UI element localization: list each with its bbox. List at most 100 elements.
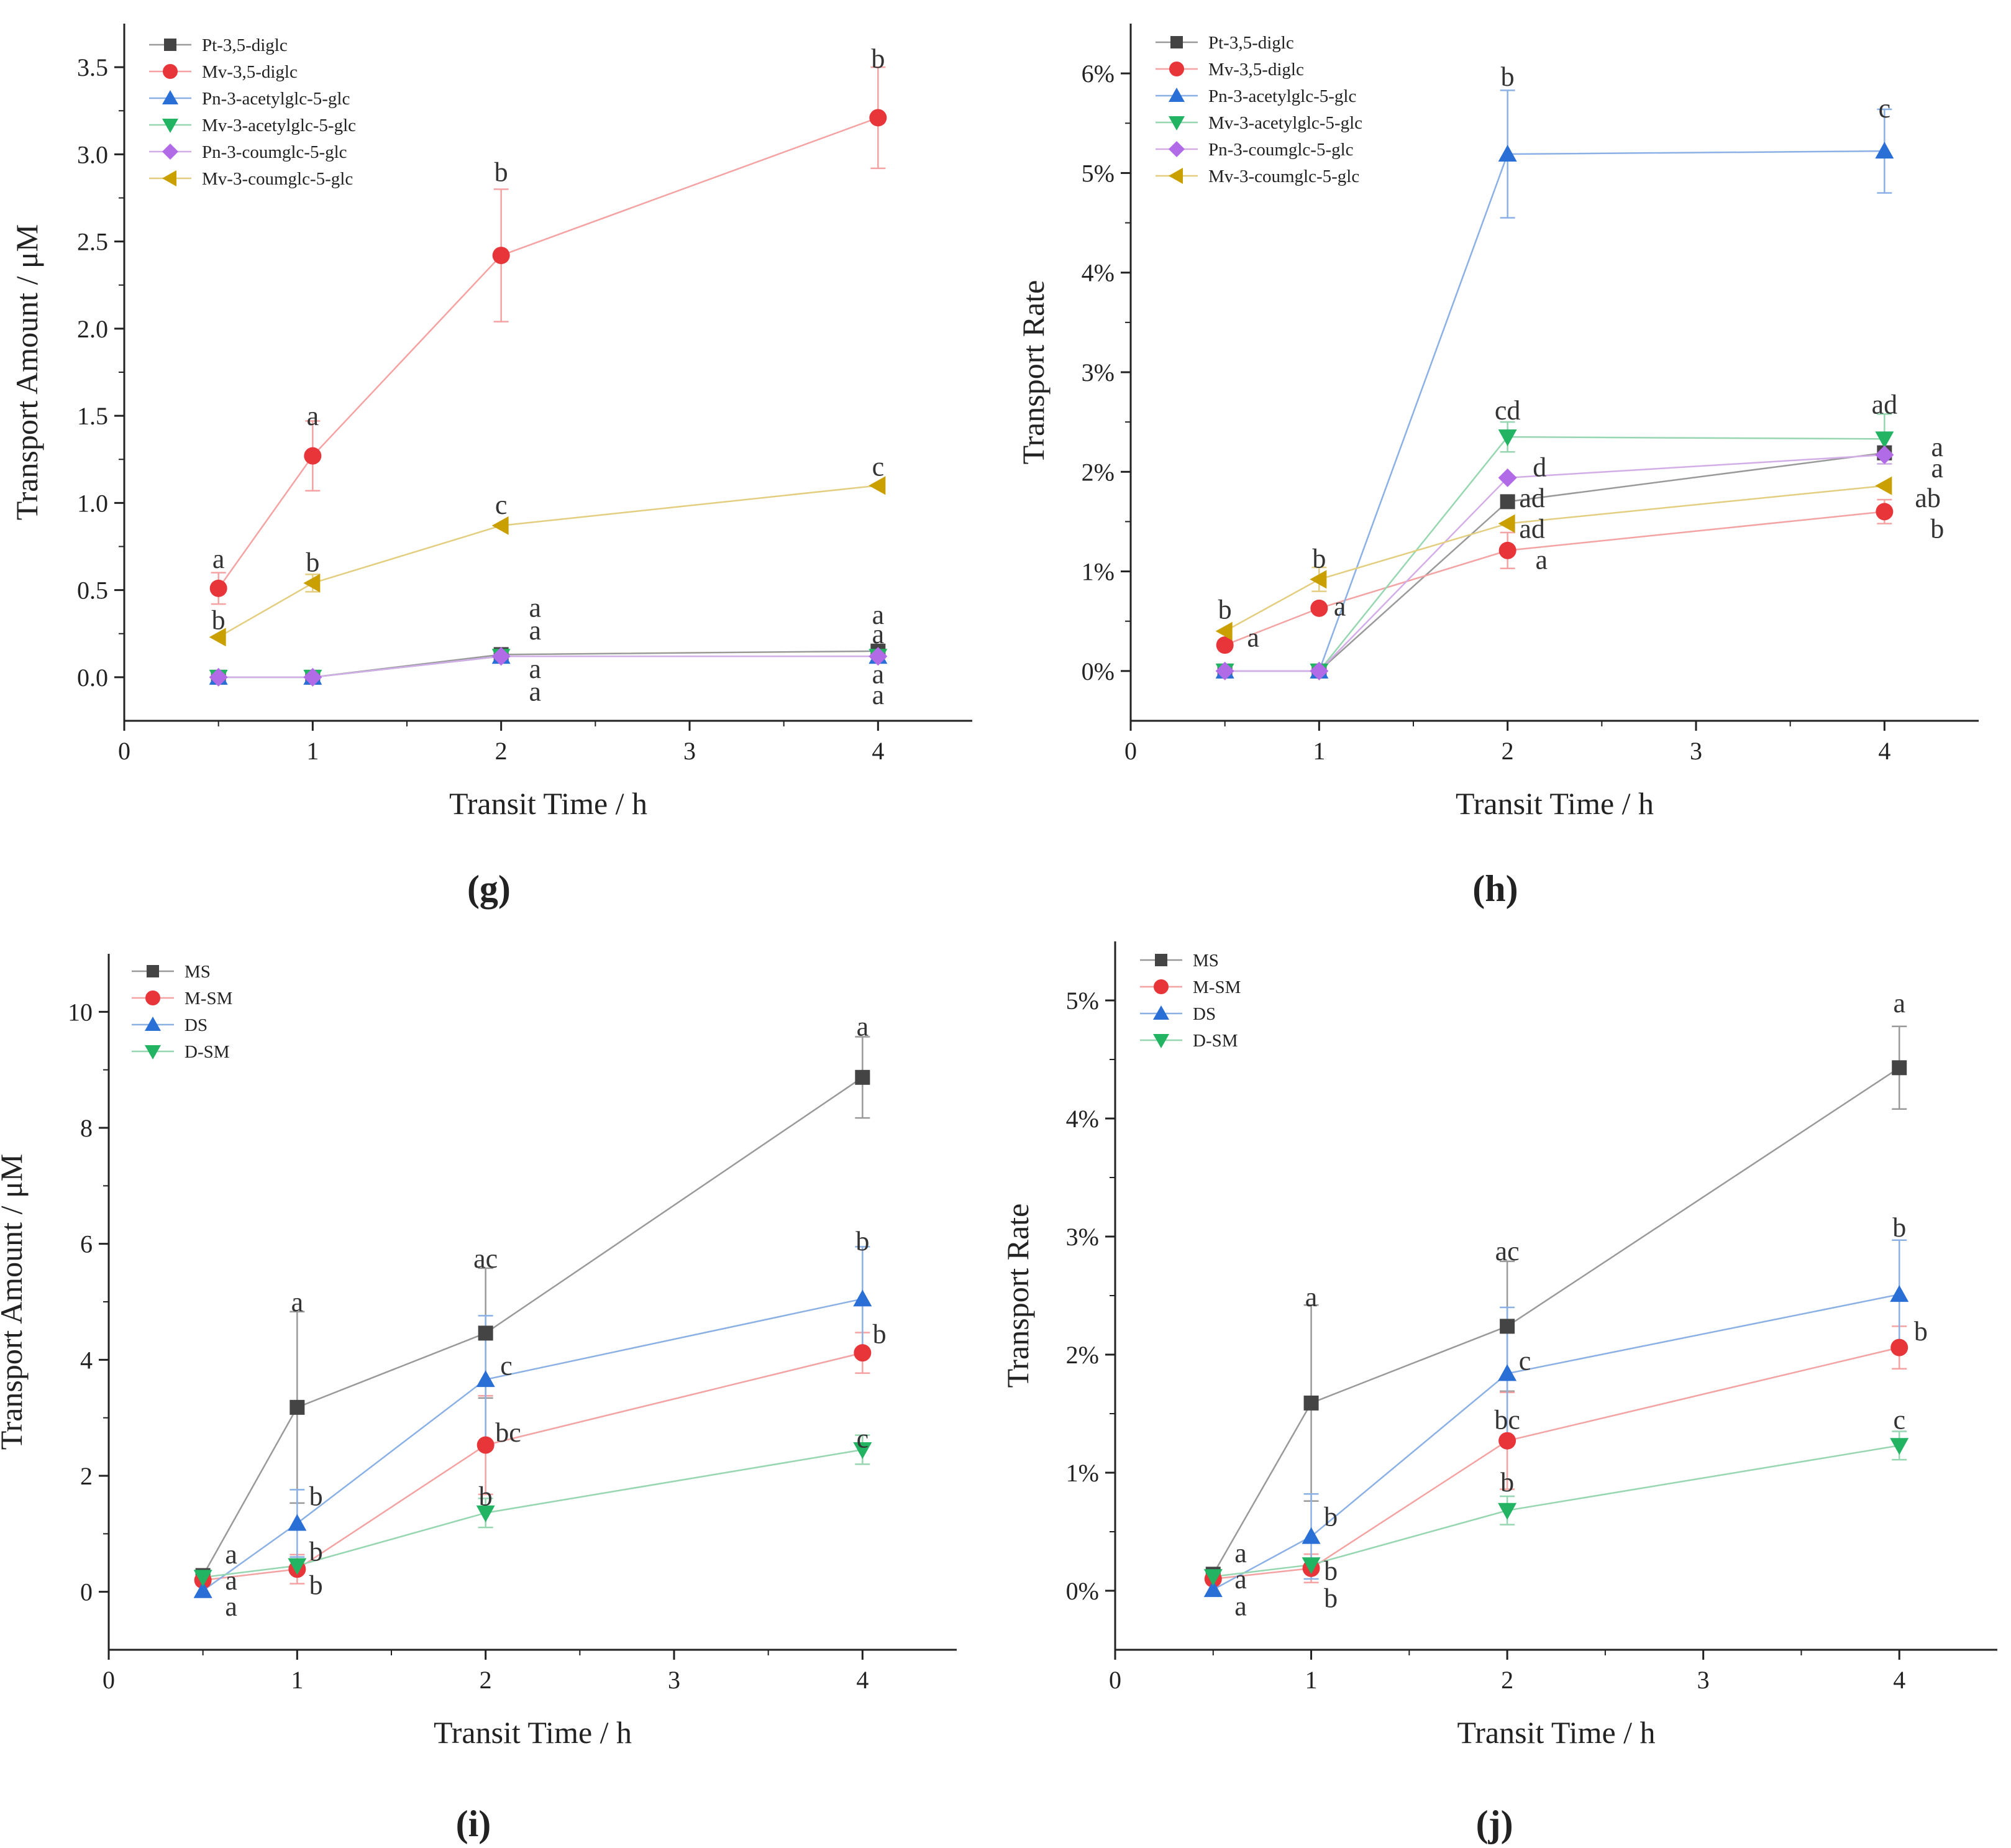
- significance-label: b: [479, 1481, 493, 1512]
- data-point: [1890, 1338, 1908, 1356]
- legend-marker: [163, 64, 178, 79]
- data-point: [869, 109, 887, 127]
- significance-label: a: [872, 680, 885, 710]
- legend-item: Mv-3,5-diglc: [1156, 60, 1304, 80]
- legend: MS M-SM DS D-SM: [1140, 951, 1241, 1051]
- data-point: [476, 1370, 495, 1388]
- legend-label: Mv-3-acetylglc-5-glc: [1208, 113, 1362, 133]
- x-tick-label: 3: [683, 737, 696, 765]
- legend: Pt-3,5-diglc Mv-3,5-diglc Pn-3-acetylglc-5…: [1156, 33, 1362, 186]
- legend: MS M-SM DS D-SM: [132, 962, 232, 1062]
- data-point: [1890, 1285, 1909, 1302]
- legend-label: MS: [185, 962, 211, 982]
- x-tick-label: 1: [1305, 1666, 1318, 1694]
- significance-label: a: [307, 401, 319, 431]
- x-axis-title: Transit Time / h: [449, 786, 647, 821]
- data-point: [1302, 1527, 1321, 1544]
- legend-item: Mv-3-acetylglc-5-glc: [1156, 113, 1362, 133]
- y-tick-label: 2%: [1082, 458, 1115, 486]
- series-line-0: [1212, 1067, 1900, 1575]
- significance-label: cd: [1495, 395, 1521, 426]
- legend-marker: [1170, 36, 1183, 48]
- x-tick-label: 4: [1893, 1666, 1905, 1694]
- data-point: [855, 1069, 870, 1085]
- legend-label: Mv-3,5-diglc: [202, 62, 298, 82]
- legend-item: Pt-3,5-diglc: [1156, 33, 1294, 53]
- legend-marker: [1169, 168, 1183, 184]
- legend-label: D-SM: [1193, 1031, 1238, 1051]
- legend-label: DS: [1193, 1004, 1216, 1024]
- significance-label: b: [309, 1536, 323, 1567]
- chart-panel-3: 0 1 2 3 4 0% 1% 2% 3% 4% 5% Transit Time / h Transpo…: [1000, 941, 1997, 1844]
- significance-label: a: [212, 544, 225, 574]
- significance-label: b: [1324, 1501, 1338, 1532]
- data-point: [853, 1289, 872, 1307]
- legend-item: Mv-3-coumglc-5-glc: [1156, 167, 1359, 186]
- significance-label: b: [1218, 594, 1232, 624]
- significance-label: c: [500, 1351, 513, 1381]
- chart-panel-1: 0 1 2 3 4 0% 1% 2% 3% 4% 5% 6% Transit Time / h Trans…: [1016, 24, 1979, 909]
- legend-item: M-SM: [1140, 977, 1241, 997]
- legend-item: M-SM: [132, 989, 232, 1009]
- legend-label: Pn-3-acetylglc-5-glc: [1208, 86, 1356, 106]
- data-point: [478, 1325, 493, 1341]
- y-tick-label: 6%: [1082, 60, 1115, 88]
- x-tick-label: 2: [1502, 737, 1514, 765]
- data-point: [193, 1581, 212, 1598]
- y-tick-label: 3%: [1082, 359, 1115, 387]
- significance-label: c: [1893, 1405, 1905, 1435]
- legend-item: Mv-3-coumglc-5-glc: [149, 169, 353, 189]
- data-point: [1215, 661, 1234, 680]
- data-point: [854, 1344, 872, 1362]
- data-point: [1302, 1557, 1321, 1575]
- y-tick-label: 3.5: [77, 53, 108, 81]
- data-point: [477, 1436, 495, 1454]
- y-tick-label: 4%: [1082, 259, 1115, 287]
- data-point: [1498, 429, 1517, 447]
- x-tick-label: 4: [856, 1666, 869, 1694]
- legend-label: M-SM: [185, 989, 232, 1009]
- significance-label: a: [1893, 988, 1905, 1018]
- x-tick-label: 4: [872, 737, 884, 765]
- significance-label: ac: [473, 1243, 498, 1274]
- x-tick-label: 2: [480, 1666, 492, 1694]
- series-line-4: [218, 655, 878, 679]
- x-tick-label: 1: [291, 1666, 303, 1694]
- series-line-1: [1213, 1347, 1900, 1580]
- legend-marker: [1169, 62, 1184, 76]
- y-tick-label: 5%: [1066, 987, 1099, 1015]
- legend-label: Mv-3-coumglc-5-glc: [1208, 167, 1359, 186]
- significance-label: b: [1914, 1316, 1928, 1347]
- y-tick-label: 6: [80, 1230, 93, 1258]
- data-point: [1498, 468, 1517, 487]
- data-point: [1498, 541, 1516, 559]
- significance-label: b: [1324, 1556, 1338, 1586]
- legend-label: Mv-3-acetylglc-5-glc: [202, 116, 356, 135]
- data-point: [209, 628, 226, 647]
- data-point: [1498, 144, 1517, 162]
- data-point: [1310, 599, 1328, 617]
- data-point: [1875, 446, 1894, 465]
- legend-label: Mv-3-coumglc-5-glc: [202, 169, 353, 189]
- legend-label: Pn-3-coumglc-5-glc: [1208, 140, 1354, 160]
- series-line-5: [218, 485, 878, 638]
- y-tick-label: 1.0: [77, 489, 108, 517]
- legend-item: Pn-3-coumglc-5-glc: [1156, 140, 1354, 160]
- x-tick-label: 3: [668, 1666, 680, 1694]
- x-tick-label: 0: [103, 1666, 115, 1694]
- significance-label: a: [872, 619, 885, 649]
- significance-label: c: [495, 490, 508, 520]
- data-point: [491, 647, 511, 666]
- series-line-1: [1224, 511, 1885, 646]
- legend-item: DS: [1140, 1004, 1216, 1024]
- data-point: [1310, 570, 1327, 589]
- legend-item: Pn-3-acetylglc-5-glc: [1156, 86, 1356, 106]
- legend-marker: [1153, 1034, 1169, 1048]
- significance-label: b: [1930, 514, 1944, 544]
- significance-label: a: [225, 1591, 237, 1622]
- data-point: [1875, 431, 1894, 449]
- significance-label: a: [872, 600, 885, 630]
- data-point: [1310, 661, 1329, 680]
- data-point: [1203, 1569, 1223, 1586]
- legend-marker: [162, 170, 176, 186]
